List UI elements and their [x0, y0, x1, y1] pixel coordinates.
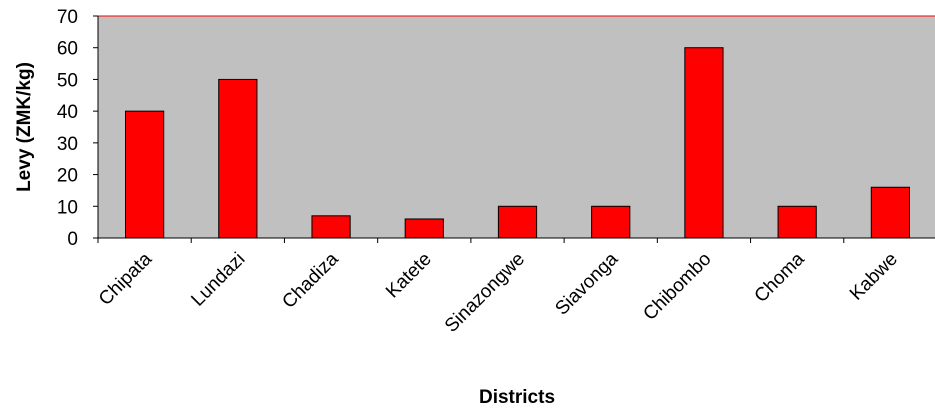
x-tick-label: Choma	[751, 248, 809, 306]
x-tick-label: Kabwe	[846, 249, 902, 305]
bar-siavonga	[591, 205, 631, 239]
y-tick-label: 20	[57, 166, 78, 187]
y-tick-label: 50	[57, 70, 78, 91]
y-tick-label: 0	[67, 229, 78, 250]
y-tick-label: 30	[57, 134, 78, 155]
y-axis-title: Levy (ZMK/kg)	[14, 62, 35, 192]
x-tick-label: Lundazi	[187, 249, 249, 311]
x-tick-label: Sinazongwe	[441, 249, 529, 337]
bar-lundazi	[218, 78, 258, 239]
x-tick-label: Katete	[382, 249, 436, 303]
bar-chipata	[125, 110, 165, 239]
y-tick-label: 60	[57, 39, 78, 60]
x-axis: Chipata Lundazi Chadiza Katete Sinazongwe Sia…	[95, 237, 935, 337]
bar-chadiza	[311, 215, 351, 239]
x-tick-label: Chibombo	[639, 249, 715, 325]
bar-choma	[777, 205, 817, 239]
x-tick-label: Chipata	[95, 248, 156, 309]
y-axis: 0 10 20 30 40 50 60 70	[57, 7, 99, 250]
y-tick-label: 70	[57, 7, 78, 28]
x-tick-label: Siavonga	[551, 248, 622, 319]
bar-chibombo	[684, 47, 724, 239]
bar-katete	[404, 218, 444, 239]
bar-kabwe	[870, 186, 910, 239]
bar-sinazongwe	[497, 205, 538, 239]
y-tick-label: 40	[57, 102, 78, 123]
x-tick-label: Chadiza	[278, 248, 342, 312]
x-axis-title: Districts	[479, 387, 555, 408]
y-tick-label: 10	[57, 197, 78, 218]
